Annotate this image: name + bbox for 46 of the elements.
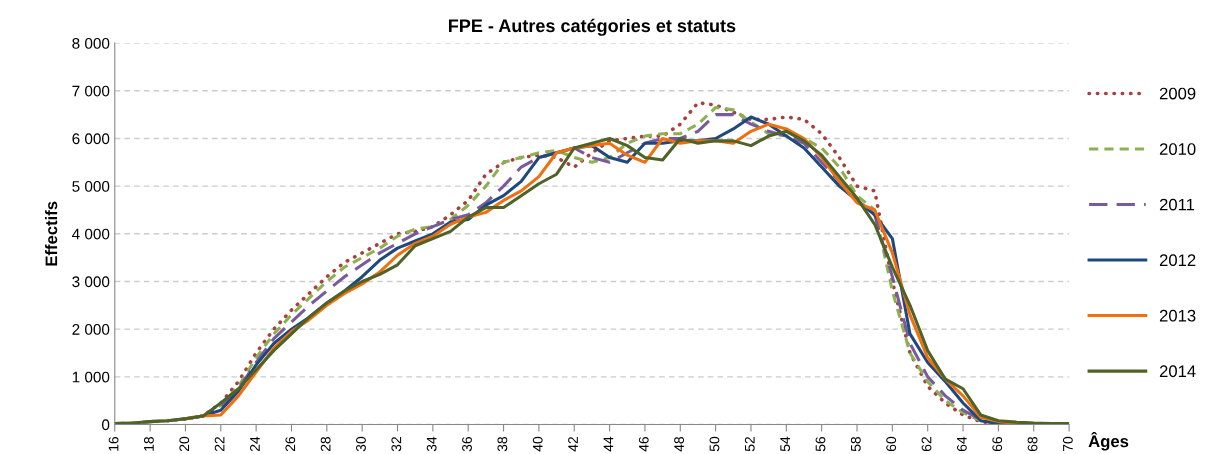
- x-tick-label: 48: [674, 436, 685, 452]
- x-tick-label: 52: [744, 436, 755, 452]
- y-tick-label: 4 000: [72, 228, 110, 240]
- x-tick-label: 22: [214, 436, 225, 452]
- x-tick-label: 62: [921, 436, 932, 452]
- chart-title: FPE - Autres catégories et statuts: [448, 18, 736, 36]
- x-tick-label: 56: [815, 436, 826, 452]
- y-axis-title: Effectifs: [45, 201, 58, 266]
- x-axis-title: Âges: [1088, 432, 1129, 451]
- x-tick-label: 68: [1027, 436, 1038, 452]
- x-tick-label: 30: [356, 436, 366, 452]
- x-tick-label: 20: [179, 436, 190, 452]
- x-tick-label: 34: [426, 436, 437, 452]
- x-tick-label: 50: [709, 436, 720, 452]
- y-tick-label: 0: [102, 419, 110, 431]
- x-tick-label: 54: [780, 436, 791, 452]
- x-tick-label: 16: [108, 436, 119, 451]
- y-tick-label: 2 000: [72, 324, 110, 335]
- x-tick-label: 64: [956, 436, 967, 452]
- x-tick-label: 70: [1062, 436, 1073, 452]
- legend-label: 2014: [1159, 365, 1196, 378]
- y-tick-label: 7 000: [72, 85, 110, 97]
- x-tick-label: 18: [144, 436, 154, 451]
- x-tick-label: 36: [462, 436, 472, 452]
- legend-label: 2009: [1159, 87, 1196, 100]
- legend-label: 2010: [1159, 143, 1196, 155]
- legend-label: 2011: [1159, 198, 1195, 211]
- legend-label: 2013: [1159, 309, 1196, 322]
- x-tick-label: 60: [886, 436, 897, 452]
- y-tick-label: 8 000: [72, 38, 110, 49]
- x-tick-label: 44: [603, 436, 614, 452]
- x-tick-label: 58: [850, 436, 861, 452]
- y-tick-label: 5 000: [72, 181, 110, 192]
- x-tick-label: 66: [992, 436, 1003, 452]
- x-tick-label: 46: [638, 436, 649, 452]
- y-tick-label: 1 000: [72, 371, 110, 383]
- x-tick-label: 32: [391, 436, 402, 452]
- x-tick-label: 24: [250, 436, 260, 452]
- y-tick-label: 6 000: [72, 133, 110, 145]
- x-tick-label: 28: [320, 436, 331, 452]
- x-tick-label: 26: [285, 436, 296, 452]
- y-tick-label: 3 000: [72, 276, 110, 288]
- x-tick-label: 38: [497, 436, 508, 452]
- x-tick-label: 40: [532, 436, 543, 452]
- legend-label: 2012: [1159, 254, 1196, 267]
- x-tick-label: 42: [568, 436, 578, 452]
